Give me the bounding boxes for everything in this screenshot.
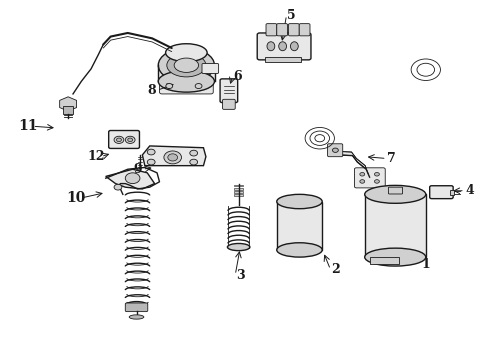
Ellipse shape — [158, 48, 215, 82]
Circle shape — [117, 138, 122, 141]
Circle shape — [332, 148, 338, 152]
Bar — [63, 106, 73, 114]
Polygon shape — [335, 151, 369, 177]
Circle shape — [360, 180, 365, 183]
Ellipse shape — [365, 185, 426, 203]
Bar — [234, 188, 243, 190]
Text: 10: 10 — [67, 191, 86, 205]
Text: 12: 12 — [87, 150, 105, 163]
Circle shape — [360, 172, 365, 176]
Text: 4: 4 — [466, 184, 474, 197]
Bar — [277, 202, 322, 250]
Circle shape — [374, 180, 379, 183]
Text: 1: 1 — [421, 258, 430, 271]
FancyBboxPatch shape — [299, 24, 310, 36]
FancyBboxPatch shape — [328, 144, 343, 157]
FancyBboxPatch shape — [202, 63, 219, 73]
Circle shape — [190, 150, 197, 156]
Ellipse shape — [174, 58, 198, 72]
FancyBboxPatch shape — [277, 24, 288, 36]
Text: 11: 11 — [18, 119, 37, 133]
Circle shape — [147, 149, 155, 155]
Circle shape — [166, 84, 172, 89]
FancyBboxPatch shape — [266, 24, 277, 36]
Ellipse shape — [277, 243, 322, 257]
Ellipse shape — [279, 42, 287, 51]
Circle shape — [114, 184, 122, 190]
Text: 8: 8 — [148, 84, 156, 97]
Text: 7: 7 — [387, 152, 396, 165]
Ellipse shape — [167, 54, 206, 77]
Text: 5: 5 — [287, 9, 296, 22]
Polygon shape — [106, 169, 155, 189]
FancyBboxPatch shape — [222, 99, 235, 109]
Bar — [234, 185, 243, 186]
Text: 9: 9 — [133, 163, 142, 176]
Bar — [365, 194, 426, 257]
Ellipse shape — [126, 302, 147, 308]
Circle shape — [128, 138, 133, 141]
FancyBboxPatch shape — [289, 24, 299, 36]
Circle shape — [114, 136, 124, 143]
FancyBboxPatch shape — [430, 186, 453, 199]
FancyBboxPatch shape — [159, 78, 213, 94]
Ellipse shape — [166, 44, 207, 62]
Ellipse shape — [129, 315, 144, 319]
FancyBboxPatch shape — [220, 79, 238, 103]
Bar — [369, 257, 399, 264]
Circle shape — [374, 172, 379, 176]
Ellipse shape — [158, 71, 215, 92]
Circle shape — [125, 173, 140, 184]
Circle shape — [164, 151, 181, 164]
FancyBboxPatch shape — [109, 131, 140, 148]
Text: 2: 2 — [331, 263, 340, 276]
Circle shape — [147, 159, 155, 165]
FancyBboxPatch shape — [257, 33, 311, 60]
FancyBboxPatch shape — [389, 187, 403, 194]
Bar — [450, 190, 454, 195]
Ellipse shape — [267, 42, 275, 51]
Circle shape — [168, 154, 177, 161]
Ellipse shape — [291, 42, 298, 51]
Circle shape — [190, 159, 197, 165]
FancyBboxPatch shape — [354, 168, 385, 188]
Ellipse shape — [365, 248, 426, 266]
Bar — [234, 194, 243, 196]
Polygon shape — [143, 146, 206, 166]
Bar — [265, 57, 301, 62]
Bar — [234, 191, 243, 193]
Polygon shape — [60, 97, 76, 111]
FancyBboxPatch shape — [125, 303, 148, 312]
Ellipse shape — [277, 194, 322, 209]
Ellipse shape — [227, 243, 250, 251]
Circle shape — [195, 84, 202, 89]
Text: 3: 3 — [236, 269, 245, 282]
Circle shape — [125, 136, 135, 143]
Text: 6: 6 — [233, 69, 242, 82]
